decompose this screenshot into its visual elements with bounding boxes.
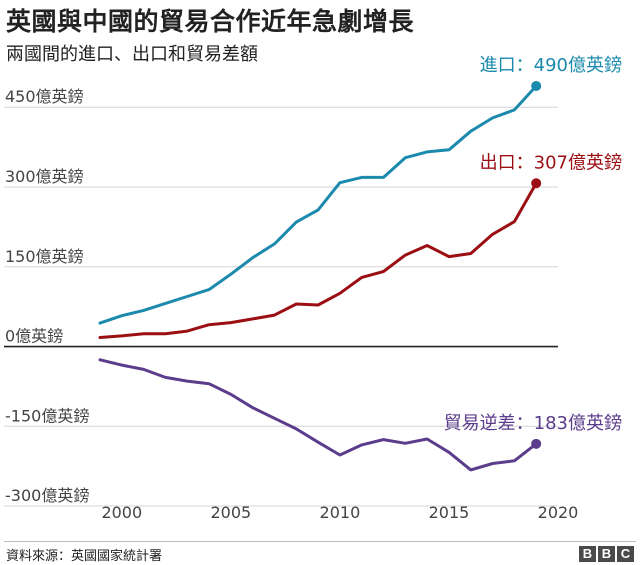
y-tick-label: 450億英鎊 — [5, 87, 84, 106]
series-label: 進口：490億英鎊 — [480, 55, 622, 76]
x-axis-labels: 2000 2005 2010 2015 2020 — [101, 503, 578, 522]
y-tick-label: 150億英鎊 — [5, 247, 84, 266]
bbc-logo-letter: C — [617, 546, 634, 562]
series-label: 出口：307億英鎊 — [480, 152, 622, 173]
chart-subtitle: 兩國間的進口、出口和貿易差額 — [6, 44, 258, 65]
x-tick-label: 2015 — [429, 503, 470, 522]
series-line — [98, 181, 538, 339]
bbc-logo-letter: B — [598, 546, 615, 562]
series-line — [98, 84, 538, 325]
chart-title: 英國與中國的貿易合作近年急劇增長 — [6, 7, 415, 36]
y-tick-label: 0億英鎊 — [5, 327, 63, 346]
bbc-logo-letter: B — [579, 546, 596, 562]
y-axis-labels: 450億英鎊 300億英鎊 150億英鎊 0億英鎊 -150億英鎊 -300億英鎊 — [5, 87, 89, 505]
series-end-dot — [531, 178, 542, 189]
series-label: 貿易逆差：183億英鎊 — [444, 413, 622, 434]
y-tick-label: -150億英鎊 — [5, 406, 89, 425]
footer-divider — [4, 541, 636, 542]
bbc-logo: B B C — [579, 546, 634, 562]
x-tick-label: 2010 — [320, 503, 361, 522]
series-end-dot — [531, 438, 542, 449]
y-tick-label: -300億英鎊 — [5, 486, 89, 505]
series-line — [98, 358, 538, 472]
x-tick-label: 2000 — [101, 503, 142, 522]
gridlines — [4, 106, 558, 507]
series-end-dot — [531, 80, 542, 91]
x-tick-label: 2005 — [210, 503, 251, 522]
trade-line-chart: 450億英鎊 300億英鎊 150億英鎊 0億英鎊 -150億英鎊 -300億英鎊 200… — [4, 55, 622, 522]
x-tick-label: 2020 — [538, 503, 579, 522]
y-tick-label: 300億英鎊 — [5, 167, 84, 186]
source-note: 資料來源：英國國家統計署 — [6, 549, 163, 564]
